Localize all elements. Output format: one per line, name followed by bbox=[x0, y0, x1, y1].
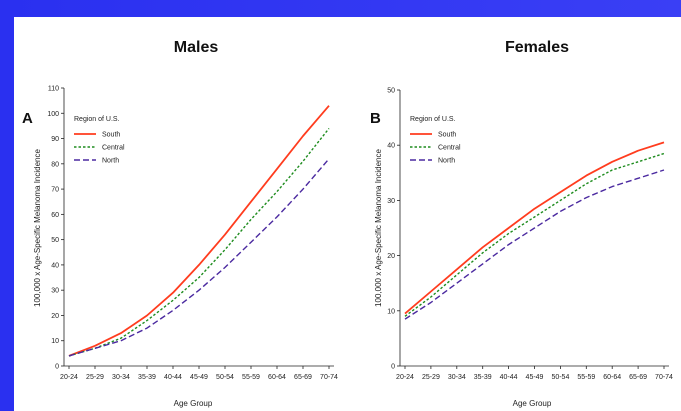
y-tick-label-males-100: 100 bbox=[47, 111, 59, 118]
series-lines-females bbox=[404, 141, 665, 320]
chart-title-females: Females bbox=[505, 39, 569, 56]
y-tick-label-males-20: 20 bbox=[51, 313, 59, 320]
y-tick-label-males-110: 110 bbox=[48, 86, 59, 93]
y-tick-label-males-80: 80 bbox=[51, 161, 59, 168]
series-line-females-south bbox=[404, 141, 665, 315]
x-tick-label-females-70-74: 70-74 bbox=[655, 374, 673, 381]
y-ticks-males: 0 10 20 30 40 50 60 70 80 90 100 110 bbox=[47, 86, 64, 371]
y-tick-label-males-30: 30 bbox=[51, 288, 59, 295]
series-line-males-south bbox=[68, 105, 330, 357]
x-tick-label-males-40-44: 40-44 bbox=[164, 374, 182, 381]
x-tick-label-females-60-64: 60-64 bbox=[603, 374, 621, 381]
chart-title-males: Males bbox=[174, 39, 219, 56]
legend-females: Region of U.S. South Central North bbox=[410, 116, 461, 165]
x-tick-label-males-50-54: 50-54 bbox=[216, 374, 234, 381]
y-tick-label-females-40: 40 bbox=[387, 143, 395, 150]
y-tick-label-females-20: 20 bbox=[387, 253, 395, 260]
y-tick-label-females-10: 10 bbox=[387, 308, 395, 315]
series-line-females-north bbox=[404, 169, 665, 320]
x-tick-label-males-20-24: 20-24 bbox=[60, 374, 78, 381]
x-ticks-females: 20-24 25-29 30-34 35-39 40-44 45-49 50-54 55-59… bbox=[396, 366, 673, 381]
panel-letter-b: B bbox=[370, 110, 381, 127]
x-tick-label-females-50-54: 50-54 bbox=[551, 374, 569, 381]
x-tick-label-females-40-44: 40-44 bbox=[500, 374, 518, 381]
legend-label-females-south: South bbox=[438, 132, 456, 139]
x-tick-label-males-25-29: 25-29 bbox=[86, 374, 104, 381]
series-line-females-central bbox=[404, 152, 665, 317]
x-tick-label-males-70-74: 70-74 bbox=[320, 374, 338, 381]
series-line-males-central bbox=[68, 127, 330, 357]
y-tick-label-males-70: 70 bbox=[51, 187, 59, 194]
legend-title-males: Region of U.S. bbox=[74, 116, 120, 123]
legend-title-females: Region of U.S. bbox=[410, 116, 456, 123]
series-lines-males bbox=[68, 105, 330, 357]
x-tick-label-females-55-59: 55-59 bbox=[577, 374, 595, 381]
legend-label-males-north: North bbox=[102, 158, 119, 165]
y-tick-label-males-50: 50 bbox=[51, 237, 59, 244]
y-ticks-females: 0 10 20 30 40 50 bbox=[387, 88, 400, 371]
x-tick-label-males-60-64: 60-64 bbox=[268, 374, 286, 381]
y-tick-label-males-40: 40 bbox=[51, 262, 59, 269]
y-tick-label-males-60: 60 bbox=[51, 212, 59, 219]
y-tick-label-females-30: 30 bbox=[387, 198, 395, 205]
x-tick-label-females-45-49: 45-49 bbox=[526, 374, 544, 381]
y-tick-label-males-0: 0 bbox=[55, 364, 59, 371]
legend-label-females-north: North bbox=[438, 158, 455, 165]
x-tick-label-males-65-69: 65-69 bbox=[294, 374, 312, 381]
x-tick-label-females-30-34: 30-34 bbox=[448, 374, 466, 381]
y-tick-label-females-0: 0 bbox=[391, 364, 395, 371]
chart-males: Males A 100,000 x Age-Specific Melanoma … bbox=[22, 39, 338, 408]
x-tick-label-males-55-59: 55-59 bbox=[242, 374, 260, 381]
x-tick-label-females-25-29: 25-29 bbox=[422, 374, 440, 381]
series-line-males-north bbox=[68, 158, 330, 357]
y-tick-label-males-10: 10 bbox=[51, 338, 59, 345]
x-tick-label-males-45-49: 45-49 bbox=[190, 374, 208, 381]
legend-males: Region of U.S. South Central North bbox=[74, 116, 125, 165]
x-tick-label-females-65-69: 65-69 bbox=[629, 374, 647, 381]
y-tick-label-females-50: 50 bbox=[387, 88, 395, 95]
y-axis-label-males: 100,000 x Age-Specific Melanoma Incidenc… bbox=[33, 149, 42, 307]
y-axis-label-females: 100,000 x Age-Specific Melanoma Incidenc… bbox=[374, 149, 383, 307]
x-tick-label-females-35-39: 35-39 bbox=[474, 374, 492, 381]
legend-label-females-central: Central bbox=[438, 145, 461, 152]
x-tick-label-males-30-34: 30-34 bbox=[112, 374, 130, 381]
x-axis-label-males: Age Group bbox=[174, 399, 213, 408]
x-ticks-males: 20-24 25-29 30-34 35-39 40-44 45-49 50-54 55-59… bbox=[60, 366, 338, 381]
y-tick-label-males-90: 90 bbox=[51, 136, 59, 143]
x-axis-label-females: Age Group bbox=[513, 399, 552, 408]
chart-females: Females B 100,000 x Age-Specific Melanom… bbox=[370, 39, 673, 408]
figure-panel bbox=[14, 17, 681, 411]
x-tick-label-females-20-24: 20-24 bbox=[396, 374, 414, 381]
x-tick-label-males-35-39: 35-39 bbox=[138, 374, 156, 381]
legend-label-males-south: South bbox=[102, 132, 120, 139]
panel-letter-a: A bbox=[22, 110, 33, 127]
legend-label-males-central: Central bbox=[102, 145, 125, 152]
